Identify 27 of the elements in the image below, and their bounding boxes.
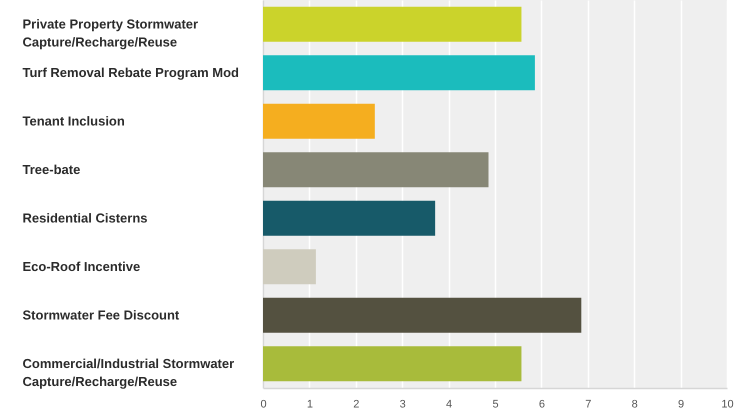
x-tick-label: 2 [353, 398, 360, 410]
bar [263, 249, 316, 284]
bar [263, 346, 522, 382]
x-tick-label: 9 [678, 398, 684, 410]
y-tick-label: Residential Cisterns [22, 210, 148, 226]
y-tick-label: Tree-bate [22, 162, 80, 177]
bar [263, 152, 489, 188]
y-tick-label: Commercial/Industrial Stormwater Capture/Recharge/Reuse [22, 356, 234, 389]
x-tick-label: 1 [306, 398, 313, 410]
bar [263, 104, 375, 139]
bar [263, 55, 535, 90]
x-tick-label: 8 [632, 398, 638, 410]
y-tick-label: Tenant Inclusion [22, 113, 125, 128]
y-tick-label: Private Property Stormwater Capture/Recharge/Reuse [22, 16, 198, 50]
y-tick-label: Stormwater Fee Discount [22, 307, 180, 322]
y-tick-label: Eco-Roof Incentive [22, 258, 140, 274]
x-tick-label: 5 [492, 398, 499, 410]
x-tick-label: 6 [538, 398, 545, 410]
x-tick-label: 7 [585, 398, 592, 410]
bar [263, 6, 522, 42]
x-tick-label: 3 [400, 398, 406, 410]
x-tick-label: 4 [446, 398, 452, 410]
x-tick-label: 0 [260, 398, 267, 410]
bar [263, 298, 582, 333]
bar [263, 200, 436, 236]
y-tick-label: Turf Removal Rebate Program Mod [22, 64, 240, 80]
x-tick-label: 10 [721, 398, 734, 410]
